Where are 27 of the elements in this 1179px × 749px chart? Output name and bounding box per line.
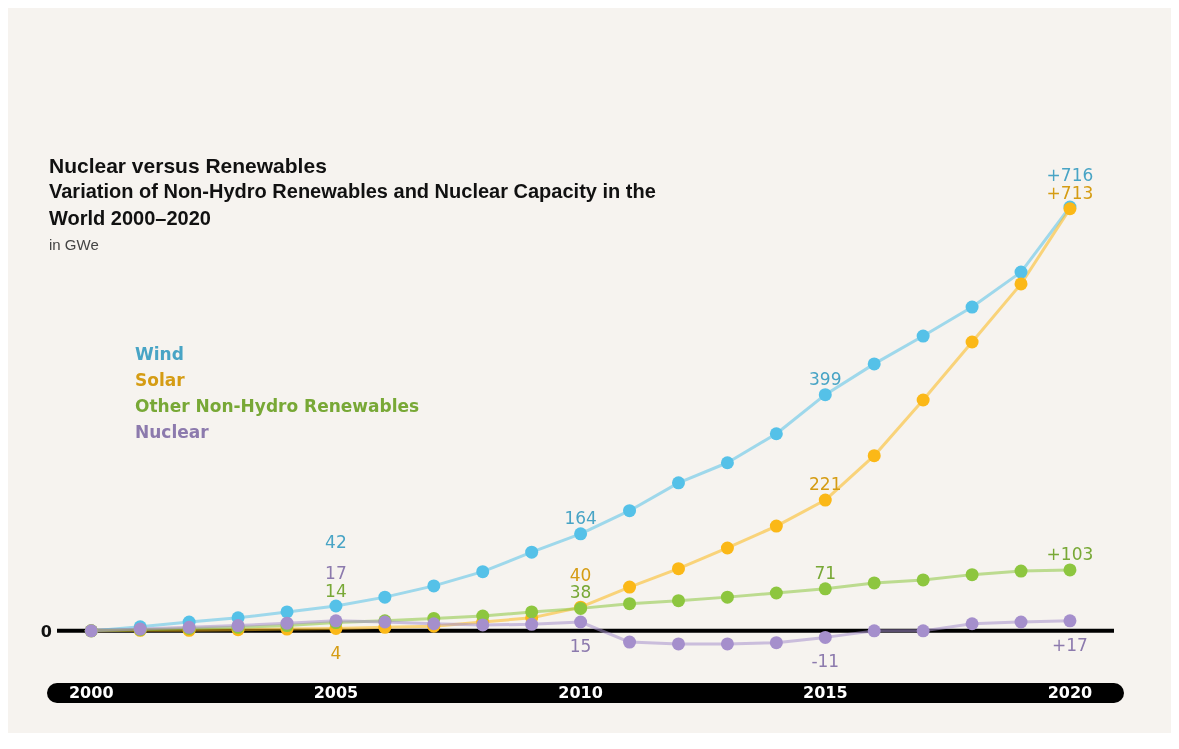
text: Solar [135, 369, 186, 392]
text: Other Non-Hydro Renewables [135, 395, 420, 418]
data-label: +713 [1046, 182, 1094, 203]
data-label: 42 [325, 532, 347, 553]
chart-title: Nuclear versus Renewables [49, 154, 328, 178]
data-label: 71 [814, 562, 837, 583]
x-tick-label: 2015 [803, 682, 848, 702]
data-label: 14 [325, 580, 347, 601]
data-label: +17 [1052, 634, 1088, 655]
data-label: 17 [325, 562, 347, 583]
text: Wind [135, 343, 185, 366]
data-label: 15 [569, 635, 592, 656]
data-label: 221 [809, 474, 842, 495]
x-tick-label: 2010 [558, 682, 603, 702]
data-label: +716 [1046, 165, 1094, 185]
data-label: 164 [564, 507, 597, 528]
y-axis-title: in GWe [49, 236, 100, 253]
data-label: +103 [1046, 543, 1094, 564]
text: Nuclear [135, 421, 210, 444]
chart-subtitle: Variation of Non-Hydro Renewables and Nuclear Capacity in the World 2000–2020 [49, 179, 657, 231]
x-tick-label: 2000 [68, 682, 114, 702]
data-label: -11 [811, 651, 840, 672]
ref-line-label: 0 [40, 621, 52, 641]
x-tick-label: 2005 [313, 682, 359, 702]
data-label: 399 [809, 368, 842, 389]
x-tick-label: 2020 [1047, 682, 1093, 702]
data-label: 4 [330, 642, 342, 663]
